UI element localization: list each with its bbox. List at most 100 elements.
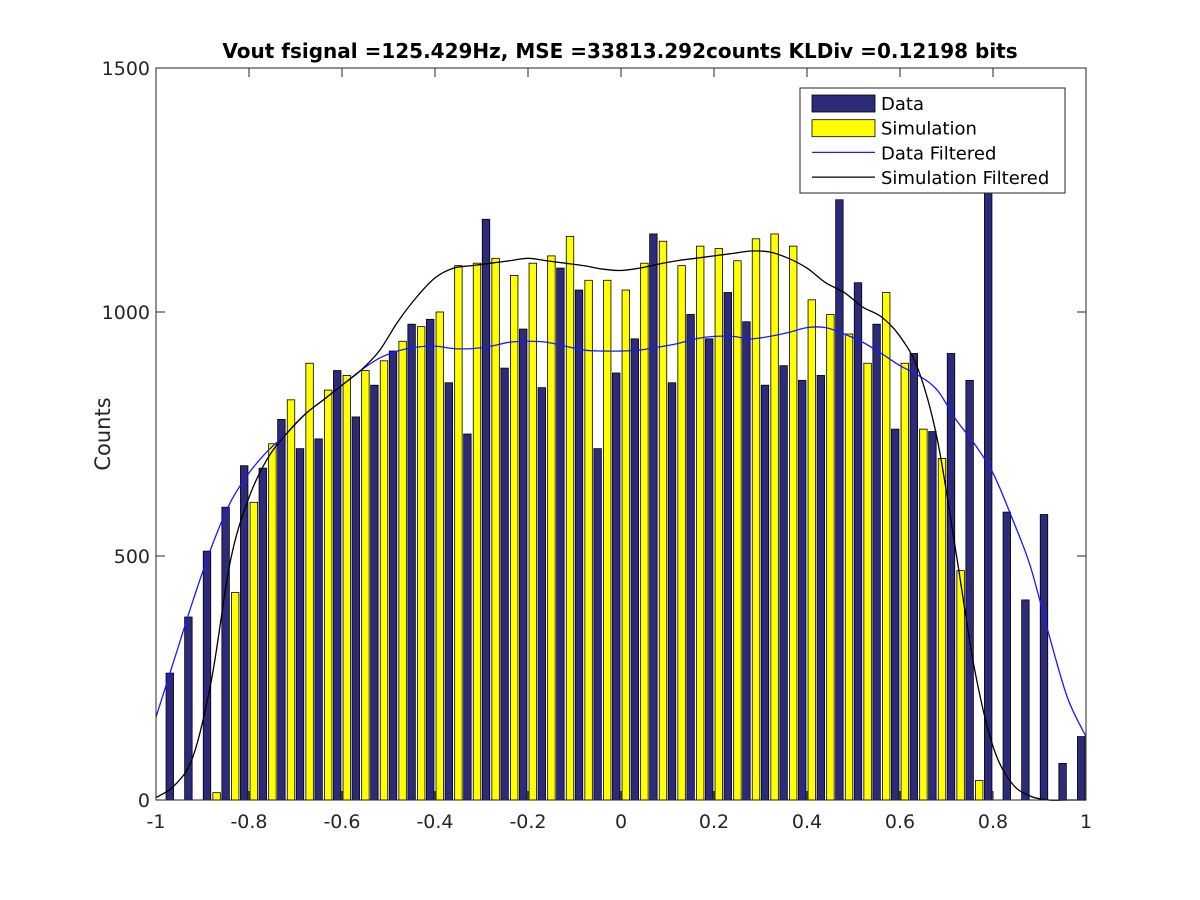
- bar-simulation: [640, 262, 649, 801]
- bar-simulation: [956, 570, 965, 801]
- x-tick-label: 0.8: [978, 811, 1008, 833]
- bar-simulation: [454, 265, 463, 801]
- bar-data: [667, 382, 677, 801]
- bar-simulation: [621, 289, 630, 801]
- bar-data: [853, 282, 863, 801]
- bar-simulation: [975, 780, 984, 801]
- y-tick-label: 500: [114, 546, 150, 568]
- bar-data: [1021, 599, 1030, 801]
- legend-swatch-data: [811, 94, 876, 113]
- y-axis-label: Counts: [91, 397, 115, 470]
- y-tick-label: 0: [138, 790, 150, 812]
- legend-label-simulation: Simulation: [881, 119, 977, 140]
- bar-data: [816, 375, 825, 801]
- bar-data: [240, 465, 249, 801]
- bar-data: [519, 328, 528, 801]
- bar-data: [221, 506, 230, 801]
- bar-simulation: [584, 279, 593, 801]
- bar-data: [1077, 736, 1086, 801]
- bar-data: [574, 289, 584, 801]
- legend-label-simulation-filtered: Simulation Filtered: [881, 168, 1049, 189]
- bar-data: [500, 367, 509, 801]
- bar-data: [165, 672, 174, 801]
- bar-data: [444, 382, 453, 801]
- bar-data: [909, 353, 918, 801]
- x-tick-label: -1: [147, 811, 166, 833]
- bar-data: [258, 467, 267, 801]
- bar-simulation: [937, 457, 947, 801]
- bar-data: [630, 338, 639, 801]
- bar-simulation: [789, 245, 798, 801]
- bar-data: [872, 323, 881, 801]
- bar-data: [723, 292, 732, 801]
- x-tick-label: -0.2: [509, 811, 546, 833]
- y-tick-label: 1500: [102, 58, 150, 80]
- bar-simulation: [361, 370, 370, 801]
- bar-simulation: [826, 314, 835, 801]
- bar-simulation: [231, 592, 240, 801]
- line-simulation-filtered: [155, 250, 1086, 801]
- bar-simulation: [733, 260, 742, 801]
- bar-simulation: [696, 245, 705, 801]
- bar-simulation: [398, 340, 407, 801]
- bar-simulation: [417, 326, 426, 801]
- bar-simulation: [770, 233, 779, 801]
- bar-simulation: [324, 389, 333, 801]
- bar-simulation: [751, 238, 761, 801]
- bar-simulation: [249, 501, 258, 801]
- bar-data: [202, 550, 212, 801]
- chart-title: Vout fsignal =125.429Hz, MSE =33813.292c…: [222, 39, 1017, 63]
- bar-data: [593, 448, 602, 801]
- legend: Data Simulation Data Filtered Simulation Fi…: [799, 87, 1066, 194]
- bar-data: [742, 321, 751, 801]
- bar-simulation: [900, 362, 909, 801]
- bar-data: [649, 233, 658, 801]
- bar-data: [463, 433, 472, 801]
- legend-swatch-simulation: [811, 119, 876, 138]
- bar-data: [481, 218, 491, 801]
- x-tick-label: 0.6: [885, 811, 915, 833]
- bar-simulation: [677, 265, 686, 801]
- x-tick-label: -0.4: [416, 811, 453, 833]
- bar-data: [295, 448, 305, 801]
- bar-simulation: [547, 255, 556, 801]
- bar-data: [314, 438, 323, 801]
- bar-data: [891, 428, 900, 801]
- bar-simulation: [212, 792, 221, 801]
- bar-simulation: [435, 311, 444, 801]
- bar-simulation: [603, 279, 612, 801]
- x-tick-label: 0: [615, 811, 627, 833]
- bar-data: [705, 338, 714, 801]
- bar-data: [760, 384, 770, 801]
- bar-data: [1002, 511, 1011, 801]
- bar-data: [351, 416, 360, 801]
- bar-data: [537, 387, 546, 801]
- bar-simulation: [658, 240, 668, 801]
- x-tick-label: 0.2: [699, 811, 729, 833]
- bar-simulation: [491, 257, 500, 801]
- lines-group: [155, 250, 1087, 801]
- bar-simulation: [844, 333, 854, 801]
- bar-data: [1039, 514, 1049, 801]
- bar-data: [556, 267, 565, 801]
- bar-simulation: [714, 248, 723, 801]
- bar-data: [426, 318, 435, 801]
- bar-simulation: [286, 399, 296, 801]
- bar-data: [686, 314, 695, 801]
- bar-data: [965, 379, 974, 801]
- bar-simulation: [305, 362, 314, 801]
- bar-data: [388, 350, 398, 801]
- y-tick-label: 1000: [102, 302, 150, 324]
- bar-simulation: [510, 274, 519, 801]
- bar-data: [370, 384, 379, 801]
- legend-label-data-filtered: Data Filtered: [881, 143, 996, 164]
- x-tick-label: 0.4: [792, 811, 822, 833]
- bar-simulation: [565, 235, 575, 801]
- legend-label-data: Data: [881, 94, 924, 115]
- bar-simulation: [863, 362, 872, 801]
- bar-simulation: [807, 299, 816, 801]
- bar-data: [1058, 763, 1067, 801]
- bar-simulation: [882, 292, 891, 801]
- bar-simulation: [268, 443, 277, 801]
